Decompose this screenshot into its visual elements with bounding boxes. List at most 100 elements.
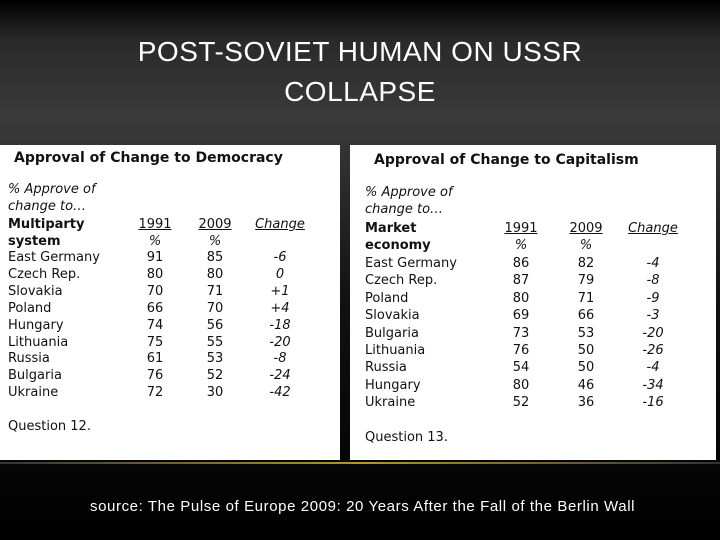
change-cell: -4 <box>646 256 660 271</box>
value-cell: 85 <box>206 250 224 265</box>
change-cell: +4 <box>270 300 290 316</box>
divider <box>0 462 720 464</box>
country: Bulgaria <box>8 368 62 384</box>
row-header: system <box>8 234 61 249</box>
value-cell: 55 <box>206 334 224 350</box>
slide-title: POST-SOVIET HUMAN ON USSR COLLAPSE <box>137 36 583 107</box>
value-cell: 79 <box>577 273 595 289</box>
value-cell: 82 <box>577 256 595 271</box>
change-cell: -42 <box>269 385 291 401</box>
source-note: source: The Pulse of Europe 2009: 20 Yea… <box>90 498 636 515</box>
value-cell: 76 <box>512 343 530 358</box>
value-cell: 87 <box>512 273 530 289</box>
value-cell: 36 <box>577 395 595 411</box>
value-cell: 69 <box>512 308 530 324</box>
change-cell: +1 <box>270 283 290 299</box>
country: Hungary <box>365 377 421 393</box>
value-cell: 61 <box>146 351 164 367</box>
question-ref: Question 12. <box>8 419 91 434</box>
table-panel: Approval of Change to Capitalism % Approv… <box>350 145 716 460</box>
question-ref: Question 13. <box>365 430 448 445</box>
change-cell: -3 <box>646 308 660 324</box>
country: Ukraine <box>8 385 59 401</box>
change-cell: -16 <box>642 395 664 411</box>
value-cell: 71 <box>206 283 224 299</box>
country: Russia <box>365 360 407 376</box>
change-header: Change <box>628 221 678 236</box>
table-title: Approval of Change to Capitalism <box>374 152 639 168</box>
country: Poland <box>365 290 409 306</box>
country: Czech Rep. <box>365 273 438 289</box>
intro-text: % Approve of <box>365 185 453 200</box>
change-cell: -20 <box>269 334 291 350</box>
column-unit: % <box>579 238 593 253</box>
column-year: 2009 <box>198 217 232 232</box>
column-unit: % <box>208 234 222 249</box>
value-cell: 72 <box>146 385 164 401</box>
change-header: Change <box>255 217 305 232</box>
value-cell: 56 <box>206 317 224 333</box>
change-cell: -34 <box>642 377 664 393</box>
value-cell: 80 <box>512 290 530 306</box>
change-cell: -24 <box>269 368 291 384</box>
value-cell: 66 <box>146 300 164 316</box>
value-cell: 46 <box>577 377 595 393</box>
intro-text: change to… <box>8 199 87 214</box>
value-cell: 54 <box>512 360 530 376</box>
country: Russia <box>8 351 50 367</box>
row-header: economy <box>365 238 431 253</box>
column-year: 1991 <box>504 221 538 236</box>
country: Lithuania <box>365 343 426 358</box>
country: Ukraine <box>365 395 416 411</box>
value-cell: 73 <box>512 325 530 341</box>
column-unit: % <box>148 234 162 249</box>
value-cell: 76 <box>146 368 164 384</box>
column-unit: % <box>514 238 528 253</box>
column-year: 2009 <box>569 221 603 236</box>
country: Lithuania <box>8 334 69 350</box>
country: Hungary <box>8 317 64 333</box>
row-header: Multiparty <box>8 217 85 232</box>
country: Czech Rep. <box>8 266 81 282</box>
change-cell: -18 <box>269 317 291 333</box>
country: Poland <box>8 300 52 316</box>
value-cell: 50 <box>577 343 595 358</box>
column-year: 1991 <box>138 217 172 232</box>
value-cell: 66 <box>577 308 595 324</box>
value-cell: 52 <box>512 395 530 411</box>
change-cell: -20 <box>642 325 664 341</box>
value-cell: 86 <box>512 256 530 271</box>
intro-text: % Approve of <box>8 182 96 197</box>
value-cell: 70 <box>206 300 224 316</box>
change-cell: -26 <box>642 343 664 358</box>
country: Bulgaria <box>365 325 419 341</box>
change-cell: -6 <box>273 250 287 265</box>
value-cell: 74 <box>146 317 164 333</box>
value-cell: 80 <box>206 266 224 282</box>
country: Slovakia <box>8 283 63 299</box>
change-cell: -9 <box>646 290 660 306</box>
value-cell: 53 <box>206 351 224 367</box>
change-cell: -8 <box>646 273 660 289</box>
value-cell: 53 <box>577 325 595 341</box>
row-header: Market <box>365 221 417 236</box>
table-title: Approval of Change to Democracy <box>14 150 283 166</box>
value-cell: 75 <box>146 334 164 350</box>
value-cell: 50 <box>577 360 595 376</box>
value-cell: 71 <box>577 290 595 306</box>
value-cell: 52 <box>206 368 224 384</box>
value-cell: 30 <box>206 385 224 401</box>
intro-text: change to… <box>365 202 444 217</box>
country: East Germany <box>8 250 100 265</box>
country: Slovakia <box>365 308 420 324</box>
value-cell: 80 <box>512 377 530 393</box>
country: East Germany <box>365 256 457 271</box>
value-cell: 70 <box>146 283 164 299</box>
value-cell: 91 <box>146 250 164 265</box>
table-panel: Approval of Change to Democracy % Approve… <box>0 145 340 460</box>
change-cell: -8 <box>273 351 287 367</box>
value-cell: 80 <box>146 266 164 282</box>
change-cell: -4 <box>646 360 660 376</box>
change-cell: 0 <box>275 266 285 282</box>
